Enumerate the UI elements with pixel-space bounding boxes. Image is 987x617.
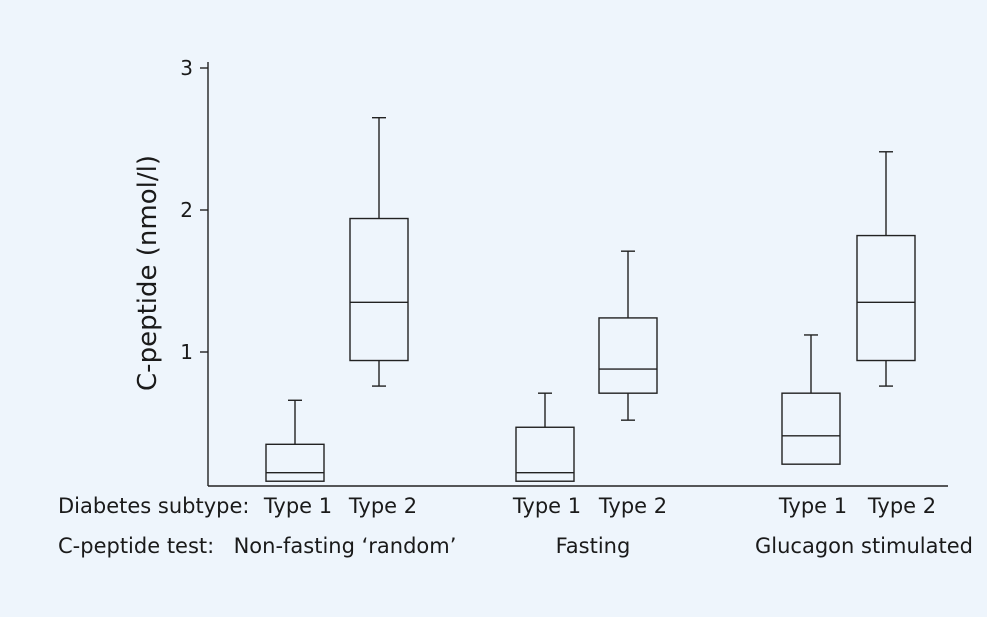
row-header-subtype: Diabetes subtype:: [58, 494, 249, 518]
subtype-label: Type 1: [512, 494, 581, 518]
box-3-1: [781, 334, 841, 465]
subtype-label: Type 1: [778, 494, 847, 518]
row-header-test: C-peptide test:: [58, 534, 214, 558]
box-2-1: [515, 392, 575, 482]
y-tick-label: 2: [180, 198, 193, 222]
iqr-box: [598, 317, 658, 394]
axes: [207, 62, 948, 487]
box-3-2: [856, 151, 916, 387]
subtype-label: Type 2: [598, 494, 667, 518]
subtype-label: Type 2: [867, 494, 936, 518]
iqr-box: [515, 426, 575, 482]
iqr-box: [349, 217, 409, 362]
iqr-box: [781, 392, 841, 465]
subtype-label: Type 1: [263, 494, 332, 518]
test-label: Glucagon stimulated: [755, 534, 973, 558]
box-1-1: [265, 399, 325, 482]
box-2-2: [598, 250, 658, 421]
category-labels: Type 1 Type 2 Non-fasting ‘random’ Type 1 Ty…: [234, 494, 973, 558]
iqr-box: [856, 234, 916, 362]
y-tick-label: 3: [180, 56, 193, 80]
y-ticks: 1 2 3: [180, 56, 208, 364]
box-1-2: [349, 116, 409, 387]
test-label: Fasting: [556, 534, 631, 558]
y-axis-label: C-peptide (nmol/l): [133, 155, 163, 391]
test-label: Non-fasting ‘random’: [234, 534, 457, 558]
y-tick-label: 1: [180, 340, 193, 364]
subtype-label: Type 2: [348, 494, 417, 518]
iqr-box: [265, 443, 325, 482]
boxes: [265, 116, 916, 482]
